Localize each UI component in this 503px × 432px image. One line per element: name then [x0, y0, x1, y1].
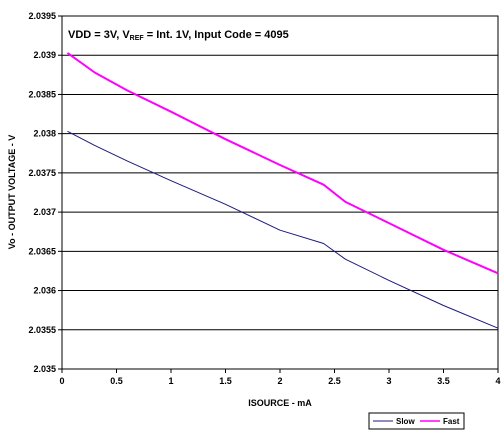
annotation-suffix: = Int. 1V, Input Code = 4095 — [144, 29, 289, 41]
chart-annotation: VDD = 3V, VREF = Int. 1V, Input Code = 4… — [68, 29, 289, 42]
y-tick-label: 2.039 — [33, 50, 56, 60]
x-tick-label: 3.5 — [437, 376, 450, 386]
y-tick-label: 2.0395 — [28, 11, 56, 21]
y-tick-label: 2.037 — [33, 207, 56, 217]
x-tick-label: 1.5 — [219, 376, 232, 386]
y-tick-label: 2.036 — [33, 286, 56, 296]
legend-label-slow: Slow — [396, 417, 415, 426]
legend-box — [368, 412, 465, 430]
annotation-subscript: REF — [130, 35, 145, 42]
plot-border — [61, 15, 499, 370]
y-tick-label: 2.0355 — [28, 325, 56, 335]
x-tick-label: 1 — [168, 376, 173, 386]
plot-background — [62, 16, 498, 369]
legend-label-fast: Fast — [443, 417, 460, 426]
series-line-fast — [66, 52, 499, 275]
y-tick-label: 2.0365 — [28, 246, 56, 256]
x-tick-label: 4 — [495, 376, 500, 386]
annotation-prefix: VDD = 3V, V — [68, 29, 130, 41]
series-line-slow — [67, 130, 499, 329]
y-tick-label: 2.0385 — [28, 89, 56, 99]
tick-labels: 2.035 2.0355 2.036 2.0365 2.037 2.0375 2.038 2.… — [28, 11, 500, 386]
y-tick-label: 2.038 — [33, 129, 56, 139]
x-tick-label: 0.5 — [110, 376, 123, 386]
y-tick-label: 2.0375 — [28, 168, 56, 178]
x-axis-title: ISOURCE - mA — [248, 398, 312, 408]
x-tick-label: 2.5 — [328, 376, 341, 386]
series-lines — [66, 52, 499, 329]
axes — [58, 15, 499, 373]
x-tick-label: 0 — [59, 376, 64, 386]
y-tick-label: 2.035 — [33, 364, 56, 374]
x-tick-label: 2 — [277, 376, 282, 386]
x-tick-label: 3 — [386, 376, 391, 386]
legend: Slow Fast — [368, 412, 465, 430]
y-axis-title: Vo - OUTPUT VOLTAGE - V — [7, 135, 17, 250]
